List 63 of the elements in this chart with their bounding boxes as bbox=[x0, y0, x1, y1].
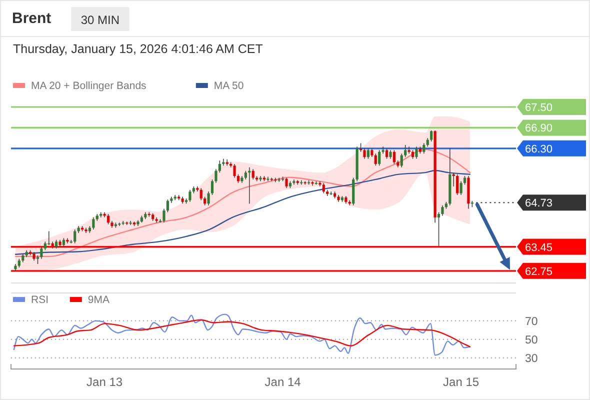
candlestick bbox=[200, 188, 202, 201]
candlestick bbox=[437, 212, 440, 248]
candlestick bbox=[422, 142, 426, 154]
candlestick bbox=[363, 148, 366, 160]
candlestick bbox=[374, 153, 377, 166]
candlestick bbox=[188, 189, 192, 202]
y-tick-label: 50 bbox=[525, 334, 538, 346]
candlestick bbox=[118, 222, 121, 226]
candlestick bbox=[207, 191, 210, 206]
chart-subtitle: Thursday, January 15, 2026 4:01:46 AM CET bbox=[13, 42, 264, 56]
candlestick bbox=[382, 146, 384, 154]
legend-label: MA 50 bbox=[214, 80, 244, 92]
legend-label: MA 20 + Bollinger Bands bbox=[31, 80, 146, 92]
candlestick bbox=[366, 148, 370, 160]
ref-line-label: 64.73 bbox=[525, 198, 553, 210]
candlestick bbox=[252, 168, 254, 180]
legend-label: 9MA bbox=[88, 294, 110, 306]
candlestick bbox=[300, 180, 303, 186]
ref-line-label: 63.45 bbox=[525, 242, 553, 254]
candlestick bbox=[415, 146, 418, 160]
candlestick bbox=[162, 208, 166, 224]
x-tick-label: Jan 13 bbox=[86, 375, 123, 389]
candlestick bbox=[278, 177, 280, 182]
candlestick bbox=[218, 160, 221, 173]
candlestick bbox=[40, 246, 43, 260]
candlestick bbox=[430, 130, 433, 142]
text: 30 MIN bbox=[80, 13, 120, 27]
candlestick bbox=[122, 220, 124, 226]
x-tick-label: Jan 14 bbox=[264, 375, 302, 389]
line-series bbox=[13, 314, 471, 356]
ref-line-label: 66.90 bbox=[525, 122, 553, 135]
candlestick bbox=[285, 177, 288, 188]
candlestick bbox=[266, 176, 270, 182]
candlestick bbox=[408, 146, 410, 154]
candlestick bbox=[92, 217, 95, 230]
candlestick bbox=[129, 220, 132, 226]
candlestick bbox=[441, 204, 444, 216]
x-tick-label: Jan 15 bbox=[443, 375, 480, 389]
candlestick bbox=[214, 168, 218, 184]
candlestick bbox=[74, 229, 76, 244]
line-series bbox=[13, 319, 471, 348]
candlestick bbox=[233, 164, 236, 178]
candlestick bbox=[274, 177, 277, 183]
ref-line-label: 67.50 bbox=[525, 102, 553, 114]
candlestick bbox=[404, 144, 407, 158]
candlestick bbox=[210, 179, 214, 196]
candlestick bbox=[456, 174, 459, 196]
legend-label: RSI bbox=[31, 294, 49, 306]
y-tick-label: 70 bbox=[525, 316, 538, 328]
candlestick bbox=[400, 153, 403, 168]
ref-line-label: 66.30 bbox=[525, 143, 553, 156]
candlestick bbox=[330, 191, 332, 196]
candlestick bbox=[392, 150, 396, 164]
candlestick bbox=[48, 230, 50, 246]
candlestick bbox=[385, 148, 388, 160]
ref-line-label: 62.75 bbox=[525, 266, 553, 278]
candlestick bbox=[322, 182, 325, 194]
y-tick-label: 30 bbox=[525, 352, 538, 365]
candlestick bbox=[378, 150, 381, 166]
candlestick bbox=[166, 199, 169, 213]
candlestick bbox=[106, 214, 110, 225]
chart-title: Brent bbox=[12, 10, 52, 27]
candlestick bbox=[460, 180, 462, 196]
